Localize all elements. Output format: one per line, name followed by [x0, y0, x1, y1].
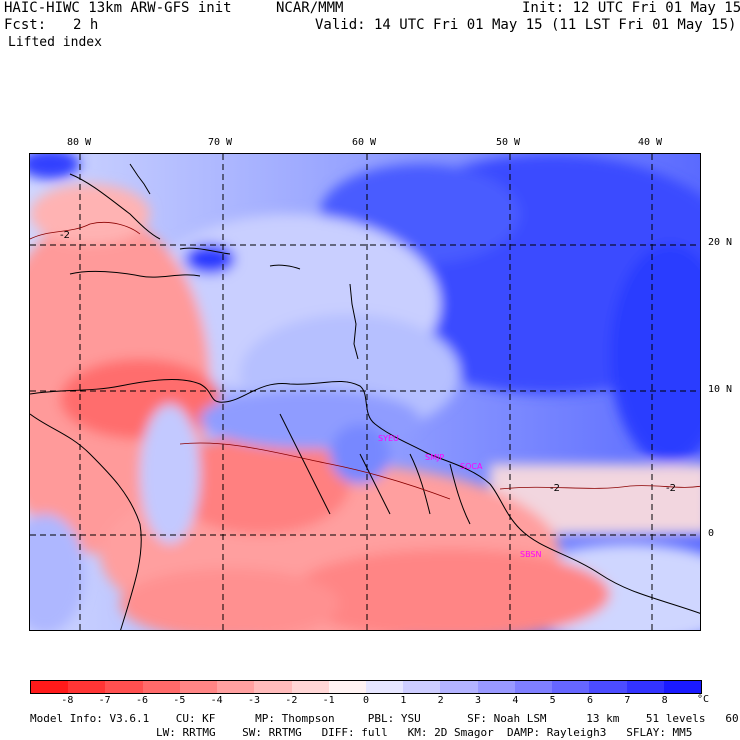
- stability-field: [30, 154, 700, 630]
- colorbar-tick-label: -2: [285, 695, 298, 706]
- lifted-index-map: SYEU SMJP SOCA SBSN -2 -2 -2: [29, 153, 701, 631]
- colorbar-tick-label: 2: [437, 695, 444, 706]
- lon-label-40w: 40 W: [638, 137, 663, 148]
- colorbar-swatch: [514, 681, 553, 693]
- colorbar-tick-label: 7: [624, 695, 631, 706]
- contour-label: -2: [550, 483, 560, 494]
- colorbar-tick-label: -4: [210, 695, 223, 706]
- lat-label-20n: 20 N: [708, 237, 733, 248]
- colorbar-tick-label: -6: [135, 695, 149, 706]
- colorbar-swatch: [440, 681, 478, 693]
- colorbar-tick-label: 8: [661, 695, 668, 706]
- map-canvas: SYEU SMJP SOCA SBSN -2 -2 -2: [30, 154, 700, 630]
- colorbar-swatch: [328, 681, 366, 693]
- colorbar-swatch: [477, 681, 515, 693]
- colorbar-tick-label: -3: [247, 695, 261, 706]
- colorbar-ticks: -8 -7 -6 -5 -4 -3 -2 -1 0 1 2 3 4 5 6 7 8: [30, 695, 702, 707]
- colorbar-swatch: [626, 681, 664, 693]
- model-info-line2: LW: RRTMG SW: RRTMG DIFF: full KM: 2D Sm…: [156, 726, 693, 739]
- coastlines: [30, 163, 700, 630]
- lon-label-80w: 80 W: [67, 137, 92, 148]
- lon-label-70w: 70 W: [208, 137, 233, 148]
- colorbar-tick-label: 6: [586, 695, 594, 706]
- colorbar-swatch: [589, 681, 627, 693]
- colorbar-tick-label: -1: [322, 695, 335, 706]
- contour-label: -2: [60, 230, 70, 241]
- lat-lon-grid: [30, 154, 700, 630]
- colorbar-swatch: [403, 681, 441, 693]
- station-smjp: SMJP: [425, 453, 444, 462]
- colorbar-tick-label: -8: [61, 695, 74, 706]
- colorbar-tick-label: -5: [173, 695, 186, 706]
- field-name: Lifted index: [8, 35, 102, 50]
- lat-label-equator: 0: [708, 528, 715, 539]
- colorbar-swatch: [552, 681, 590, 693]
- org-label: NCAR/MMM: [276, 0, 344, 16]
- colorbar-swatch: [68, 681, 106, 693]
- valid-time: Valid: 14 UTC Fri 01 May 15 (11 LST Fri …: [315, 17, 737, 33]
- colorbar-swatch: [179, 681, 218, 693]
- contour-labels: -2 -2 -2: [60, 230, 676, 494]
- colorbar-tick-label: 5: [549, 695, 556, 706]
- lon-label-50w: 50 W: [496, 137, 521, 148]
- model-title: HAIC-HIWC 13km ARW-GFS init: [4, 0, 232, 16]
- colorbar-tick-label: 0: [362, 695, 370, 706]
- colorbar-swatch: [291, 681, 329, 693]
- colorbar-swatch: [142, 681, 180, 693]
- station-sbsn: SBSN: [520, 550, 542, 559]
- model-info-line1: Model Info: V3.6.1 CU: KF MP: Thompson P…: [30, 712, 740, 725]
- colorbar-swatch: [31, 681, 69, 693]
- colorbar-tick-label: 4: [512, 695, 519, 706]
- station-syeu: SYEU: [378, 434, 399, 443]
- contour-lines: [30, 221, 700, 500]
- station-soca: SOCA: [460, 462, 483, 471]
- colorbar-tick-label: -7: [98, 695, 111, 706]
- init-time: Init: 12 UTC Fri 01 May 15: [522, 0, 740, 16]
- colorbar-tick-label: 3: [474, 695, 482, 706]
- fcst-value: 2 h: [73, 17, 99, 33]
- lon-label-60w: 60 W: [352, 137, 377, 148]
- lat-label-10n: 10 N: [708, 384, 733, 395]
- fcst-label: Fcst:: [4, 17, 47, 33]
- colorbar-swatch: [105, 681, 143, 693]
- station-markers: SYEU SMJP SOCA SBSN: [378, 434, 542, 559]
- colorbar-tick-label: 1: [400, 695, 407, 706]
- colorbar-swatch: [365, 681, 404, 693]
- colorbar: [30, 680, 702, 694]
- colorbar-unit: °C: [697, 694, 710, 705]
- contour-label: -2: [666, 483, 676, 494]
- colorbar-swatch: [663, 681, 701, 693]
- colorbar-swatch: [254, 681, 292, 693]
- colorbar-swatch: [217, 681, 255, 693]
